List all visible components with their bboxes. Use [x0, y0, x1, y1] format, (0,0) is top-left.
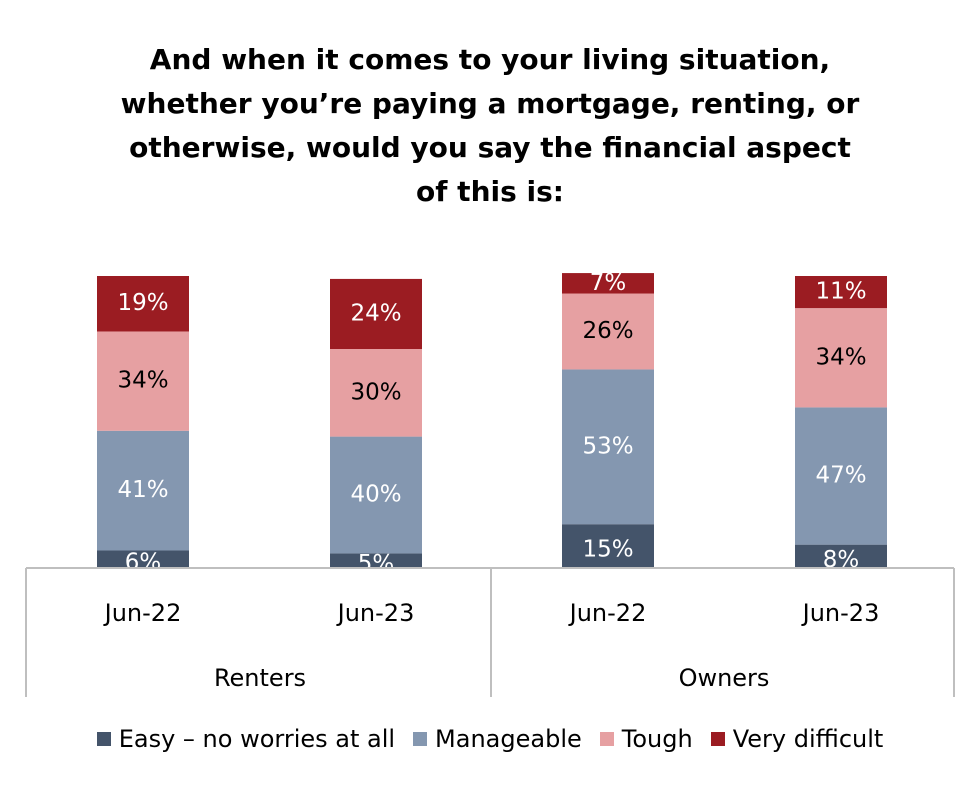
data-label-4-bar-2: 24% — [350, 300, 401, 326]
bar-segment-3-bar-3 — [562, 293, 654, 370]
legend-label-manageable: Manageable — [435, 725, 582, 753]
legend-swatch-tough — [599, 732, 614, 746]
legend-item-easy: Easy – no worries at all — [96, 725, 396, 753]
bar-segment-2-bar-3 — [562, 369, 654, 525]
legend-item-tough: Tough — [599, 725, 693, 753]
bar-segment-2-bar-4 — [795, 407, 887, 545]
data-label-3-bar-4: 34% — [815, 344, 866, 370]
bar-segment-4-bar-3 — [562, 273, 654, 294]
legend-swatch-easy — [96, 732, 111, 746]
legend: Easy – no worries at all Manageable Toug… — [0, 725, 980, 753]
bar-segment-3-bar-4 — [795, 308, 887, 408]
legend-item-manageable: Manageable — [413, 725, 582, 753]
bar-segment-1-bar-3 — [562, 524, 654, 568]
data-label-4-bar-1: 19% — [117, 290, 168, 316]
category-axis: Jun-22 Jun-23 Jun-22 Jun-23 Renters Owners — [25, 567, 955, 697]
bar-segment-3-bar-2 — [330, 349, 422, 437]
bar-segment-3-bar-1 — [97, 331, 189, 431]
data-label-2-bar-3: 53% — [582, 433, 633, 459]
bar-segment-2-bar-2 — [330, 436, 422, 554]
data-label-3-bar-3: 26% — [582, 318, 633, 344]
tick-label-3: Jun-22 — [568, 599, 647, 627]
tick-label-2: Jun-23 — [336, 599, 415, 627]
chart-title: And when it comes to your living situati… — [40, 38, 940, 214]
title-line-2: whether you’re paying a mortgage, rentin… — [120, 87, 860, 120]
legend-item-very-difficult: Very difficult — [710, 725, 884, 753]
data-label-1-bar-1: 6% — [125, 550, 162, 576]
group-label-renters: Renters — [214, 664, 306, 692]
data-label-4-bar-4: 11% — [815, 279, 866, 305]
title-line-4: of this is: — [416, 175, 564, 208]
data-label-1-bar-4: 8% — [823, 547, 860, 573]
data-label-3-bar-2: 30% — [350, 379, 401, 405]
legend-label-very-difficult: Very difficult — [732, 725, 884, 753]
bar-segment-1-bar-2 — [330, 553, 422, 568]
group-label-owners: Owners — [679, 664, 770, 692]
data-label-2-bar-4: 47% — [815, 463, 866, 489]
data-label-2-bar-1: 41% — [117, 477, 168, 503]
legend-swatch-very-difficult — [710, 732, 725, 746]
title-line-3: otherwise, would you say the financial a… — [129, 131, 851, 164]
bar-segment-4-bar-1 — [97, 276, 189, 332]
legend-swatch-manageable — [413, 732, 428, 746]
legend-label-tough: Tough — [621, 725, 693, 753]
legend-label-easy: Easy – no worries at all — [118, 725, 396, 753]
bar-segment-4-bar-2 — [330, 278, 422, 349]
bar-segment-2-bar-1 — [97, 430, 189, 551]
bars-layer: 6% 41% 34% 19% 5% 40% 30% 24% 15% 53% 26% 7% 8% 47% 34… — [97, 270, 887, 577]
bar-segment-1-bar-1 — [97, 550, 189, 568]
data-label-1-bar-2: 5% — [358, 551, 395, 577]
tick-label-1: Jun-22 — [103, 599, 182, 627]
bar-segment-1-bar-4 — [795, 544, 887, 568]
data-label-2-bar-2: 40% — [350, 482, 401, 508]
stacked-bar-chart: 6% 41% 34% 19% 5% 40% 30% 24% 15% 53% 26% 7% 8% 47% 34… — [25, 270, 955, 697]
bar-segment-4-bar-4 — [795, 276, 887, 309]
data-label-1-bar-3: 15% — [582, 537, 633, 563]
title-line-1: And when it comes to your living situati… — [149, 43, 831, 76]
data-label-3-bar-1: 34% — [117, 368, 168, 394]
data-label-4-bar-3: 7% — [590, 270, 627, 296]
tick-label-4: Jun-23 — [801, 599, 880, 627]
